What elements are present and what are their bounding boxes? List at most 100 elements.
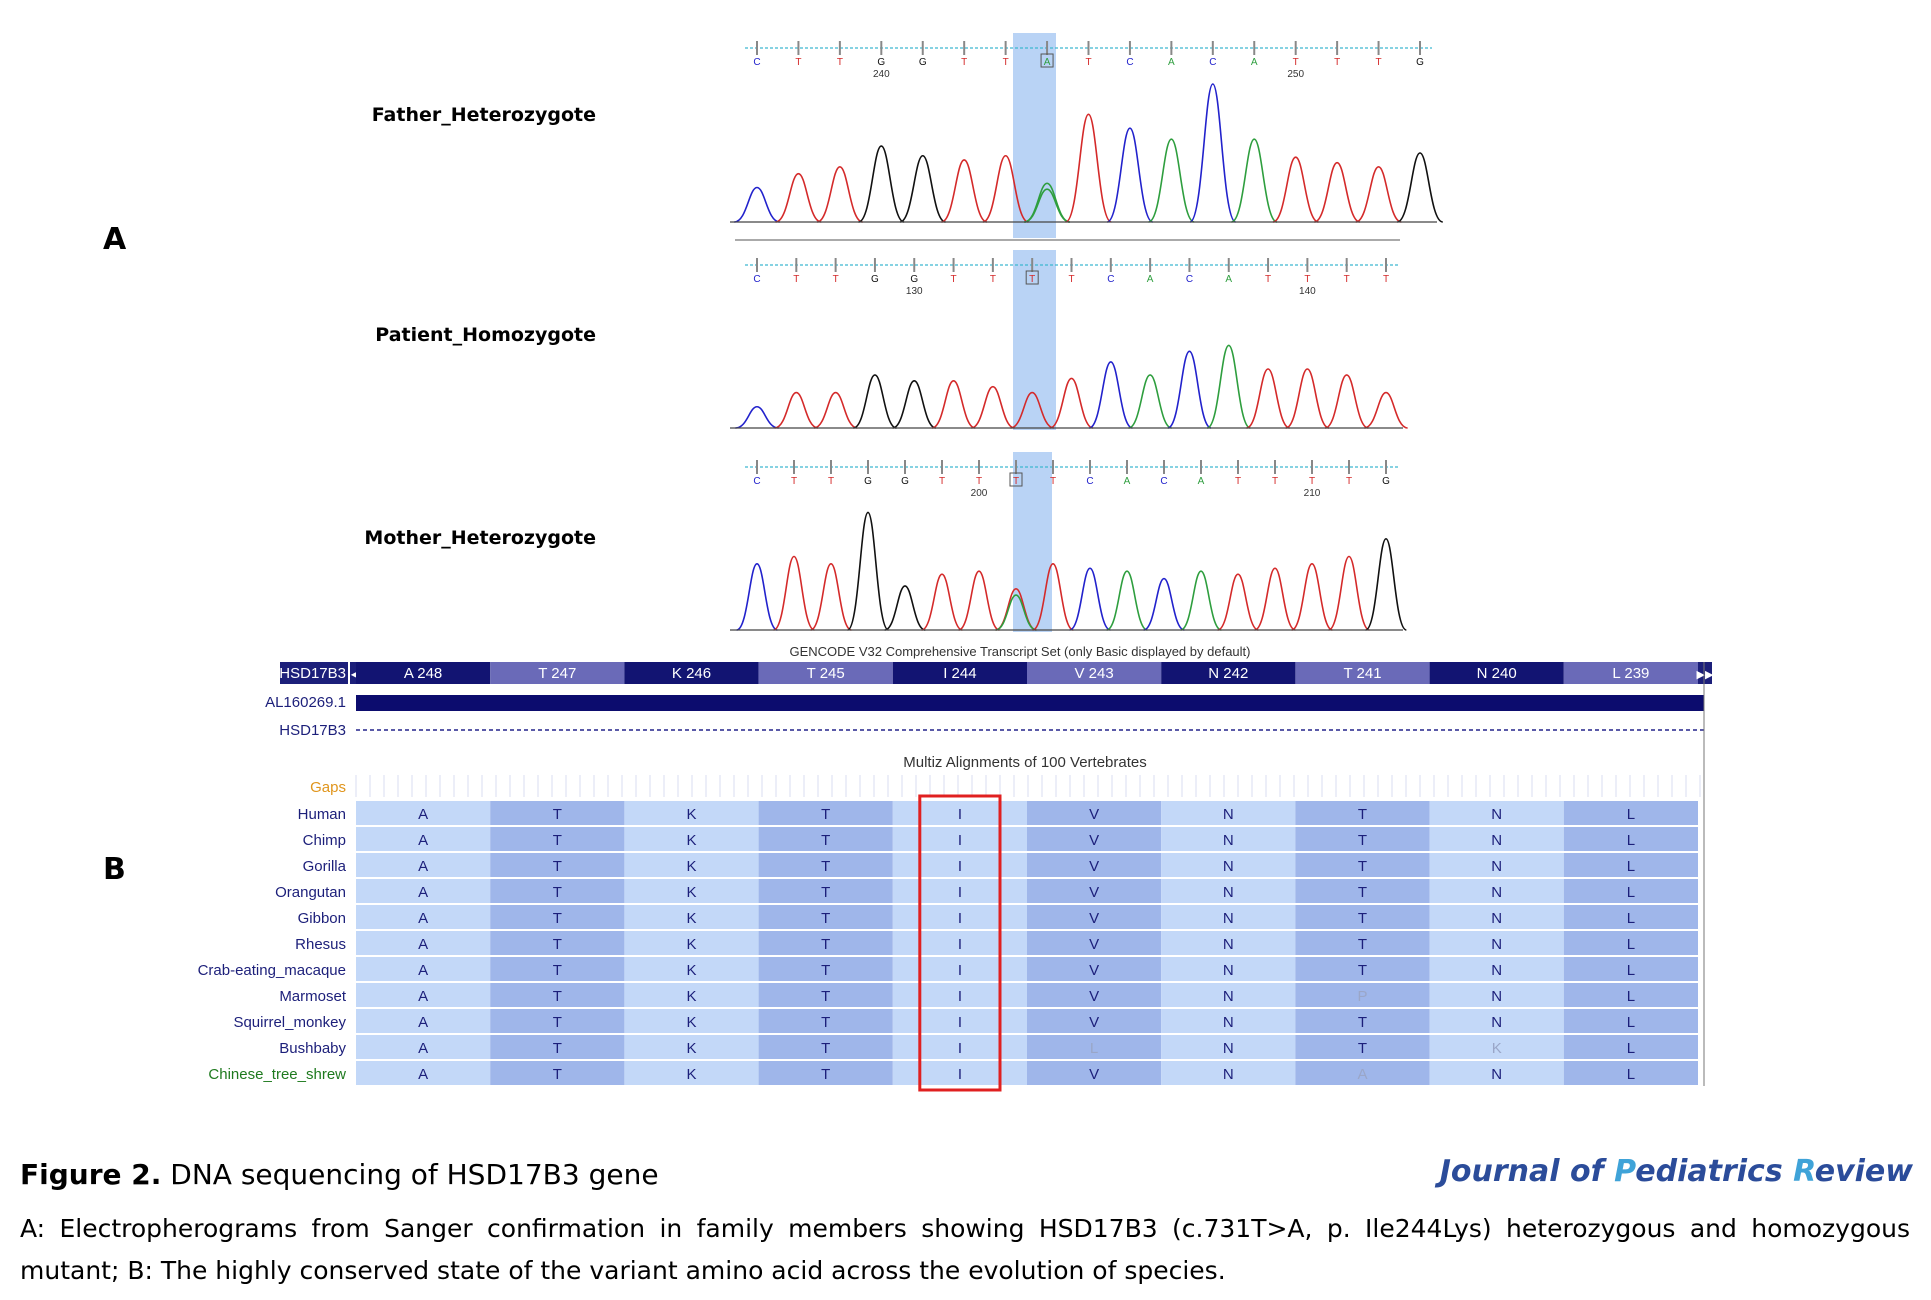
residue-letter: K	[1492, 1040, 1502, 1057]
residue-letter: I	[958, 884, 962, 901]
variant-base-box	[1040, 53, 1054, 68]
residue-cell	[1429, 905, 1564, 929]
codon-label: K 246	[672, 665, 711, 682]
codon-cell	[892, 662, 1027, 684]
residue-letter: T	[821, 988, 830, 1005]
base-call: G	[1382, 476, 1390, 487]
residue-letter: P	[1357, 988, 1367, 1005]
residue-cell	[1295, 957, 1430, 981]
residue-letter: T	[821, 806, 830, 823]
base-call: T	[1068, 274, 1074, 285]
base-call: T	[939, 476, 945, 487]
base-call: A	[1147, 274, 1154, 285]
residue-cell	[892, 1009, 1027, 1033]
residue-cell	[758, 905, 893, 929]
residue-letter: I	[958, 936, 962, 953]
residue-letter: L	[1627, 936, 1635, 953]
species-label: Gibbon	[298, 910, 346, 927]
residue-cell	[1429, 879, 1564, 903]
residue-letter: T	[1358, 1040, 1367, 1057]
base-call: T	[1013, 476, 1019, 487]
residue-letter: A	[418, 832, 428, 849]
residue-letter: N	[1223, 1014, 1234, 1031]
residue-letter: K	[686, 884, 696, 901]
base-call: C	[1209, 57, 1216, 68]
residue-cell	[356, 853, 491, 877]
residue-cell	[892, 827, 1027, 851]
track2-label: AL160269.1	[265, 694, 346, 711]
trace-peak	[1180, 570, 1222, 631]
trace-peak	[1396, 152, 1444, 223]
position-label: 210	[1304, 488, 1321, 499]
residue-cell	[356, 1061, 491, 1085]
trace-peak	[982, 154, 1029, 223]
residue-cell	[1161, 931, 1296, 955]
base-call: C	[1126, 57, 1133, 68]
residue-letter: T	[1358, 806, 1367, 823]
trace-peak	[735, 405, 779, 429]
base-call: T	[1344, 274, 1350, 285]
residue-letter: T	[553, 988, 562, 1005]
residue-letter: A	[1357, 1066, 1367, 1083]
trace-peak	[1143, 577, 1185, 631]
base-call: T	[1272, 476, 1278, 487]
residue-letter: V	[1089, 988, 1099, 1005]
residue-letter: L	[1627, 1066, 1635, 1083]
residue-letter: A	[418, 962, 428, 979]
residue-cell	[892, 879, 1027, 903]
trace-peak	[852, 374, 897, 429]
residue-letter: K	[686, 988, 696, 1005]
residue-letter: T	[821, 962, 830, 979]
trace-peak	[892, 379, 937, 429]
trace-peak	[1364, 391, 1408, 429]
residue-cell	[1295, 1061, 1430, 1085]
species-label: Bushbaby	[279, 1040, 346, 1057]
residue-letter: N	[1223, 910, 1234, 927]
base-call: G	[864, 476, 872, 487]
residue-cell	[356, 827, 491, 851]
gene-label-box	[280, 662, 348, 684]
residue-cell	[1563, 801, 1698, 825]
residue-letter: T	[553, 858, 562, 875]
base-call: T	[961, 57, 967, 68]
alignment-panel: GENCODE V32 Comprehensive Transcript Set…	[198, 645, 1714, 1092]
residue-letter: K	[686, 936, 696, 953]
residue-letter: L	[1627, 884, 1635, 901]
residue-letter: T	[553, 832, 562, 849]
track2-bar	[356, 695, 1704, 711]
residue-letter: L	[1627, 962, 1635, 979]
residue-cell	[356, 801, 491, 825]
codon-label: N 242	[1208, 665, 1248, 682]
base-call: T	[1293, 57, 1299, 68]
codon-label: T 247	[538, 665, 576, 682]
residue-cell	[490, 983, 625, 1007]
codon-cell	[356, 662, 491, 684]
panel-letter-b: B	[103, 852, 126, 887]
residue-letter: V	[1089, 962, 1099, 979]
codon-cell	[1295, 662, 1430, 684]
base-call: C	[753, 57, 760, 68]
figure-title: DNA sequencing of HSD17B3 gene	[170, 1158, 659, 1191]
base-call: T	[1376, 57, 1382, 68]
residue-letter: N	[1223, 1040, 1234, 1057]
base-call: C	[1086, 476, 1093, 487]
residue-letter: T	[1358, 858, 1367, 875]
residue-letter: T	[821, 832, 830, 849]
residue-cell	[1027, 1009, 1162, 1033]
residue-letter: T	[821, 1040, 830, 1057]
residue-cell	[1563, 827, 1698, 851]
base-call: T	[795, 57, 801, 68]
residue-cell	[1027, 983, 1162, 1007]
residue-letter: T	[553, 1066, 562, 1083]
base-call: T	[1265, 274, 1271, 285]
trace-peak	[1065, 113, 1112, 223]
codon-label: L 239	[1612, 665, 1649, 682]
residue-letter: N	[1223, 832, 1234, 849]
base-call: G	[919, 57, 927, 68]
residue-cell	[758, 879, 893, 903]
residue-cell	[758, 853, 893, 877]
residue-cell	[1027, 1061, 1162, 1085]
trace-label-mother: Mother_Heterozygote	[364, 527, 596, 549]
residue-letter: I	[958, 1014, 962, 1031]
